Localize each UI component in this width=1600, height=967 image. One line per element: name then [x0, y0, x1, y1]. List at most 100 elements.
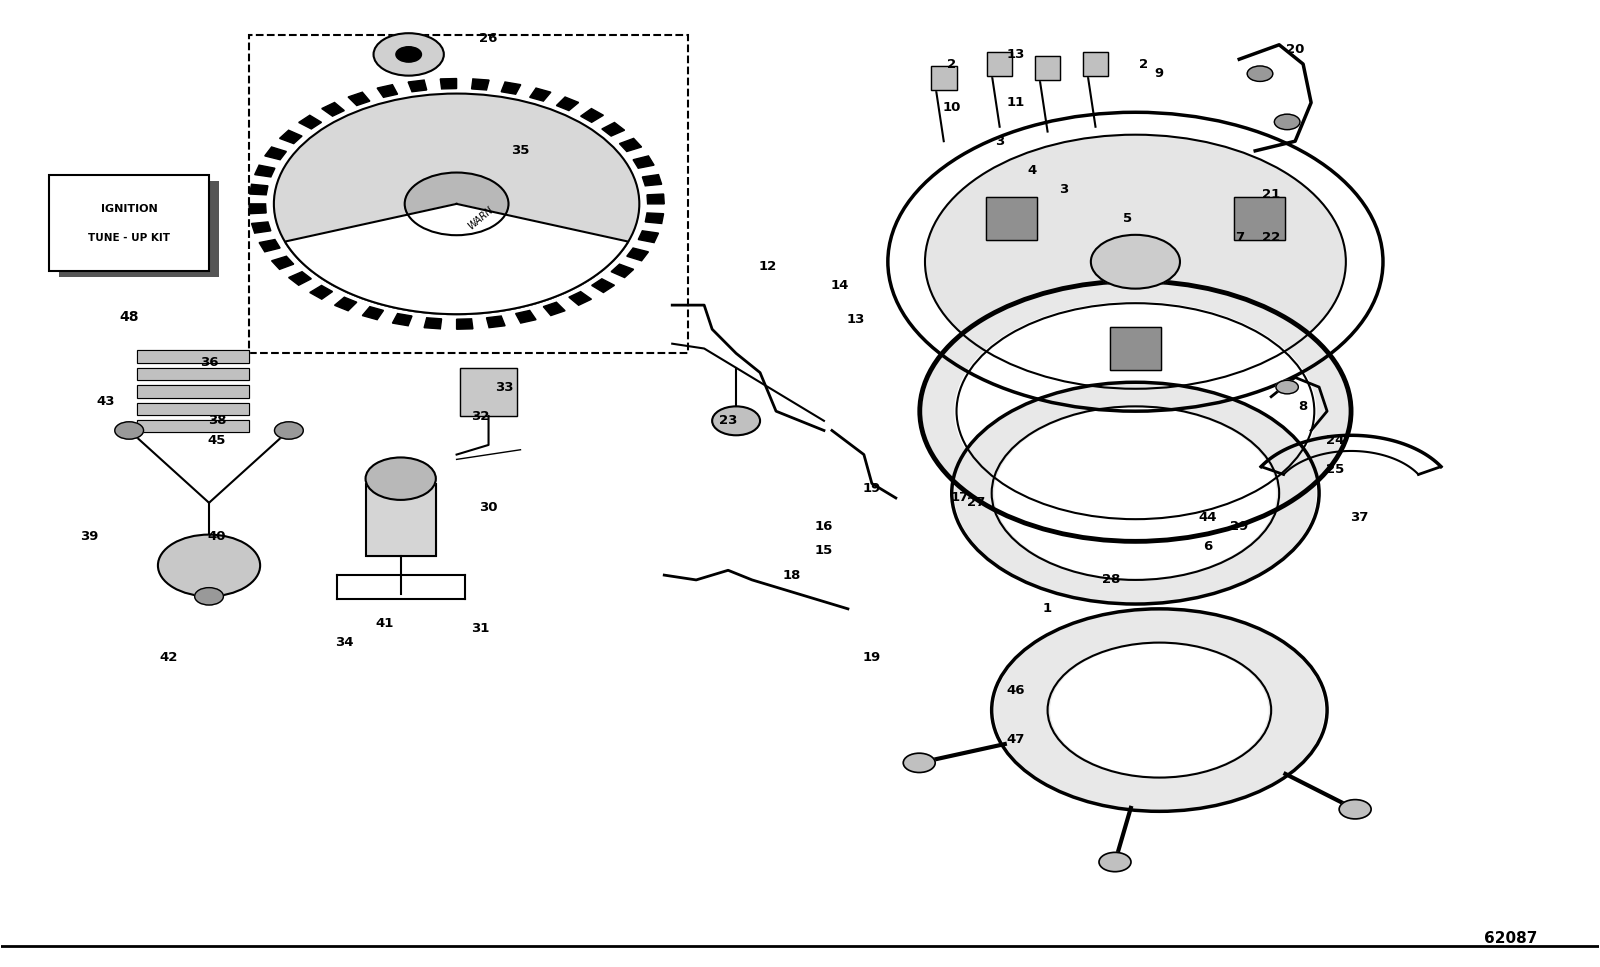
Circle shape: [925, 134, 1346, 389]
Polygon shape: [638, 231, 659, 243]
Text: 32: 32: [472, 409, 490, 423]
Text: 20: 20: [1286, 44, 1304, 56]
Text: 1: 1: [1043, 602, 1053, 615]
Circle shape: [1099, 852, 1131, 871]
Text: 45: 45: [208, 433, 226, 447]
Polygon shape: [392, 313, 413, 326]
Polygon shape: [264, 147, 286, 160]
Text: 13: 13: [846, 313, 866, 326]
Text: 35: 35: [512, 144, 530, 158]
Text: 44: 44: [1198, 511, 1216, 524]
Text: 30: 30: [480, 501, 498, 514]
Text: 31: 31: [472, 622, 490, 634]
Text: 42: 42: [160, 651, 178, 663]
Polygon shape: [424, 318, 442, 329]
Polygon shape: [515, 310, 536, 323]
Circle shape: [395, 46, 421, 62]
Text: IGNITION: IGNITION: [101, 204, 157, 214]
Polygon shape: [251, 221, 270, 233]
Bar: [1110, 327, 1162, 369]
Polygon shape: [627, 248, 648, 261]
Text: 5: 5: [1123, 212, 1131, 225]
Text: 24: 24: [1326, 433, 1344, 447]
Polygon shape: [602, 123, 624, 136]
FancyBboxPatch shape: [59, 181, 219, 278]
Text: 2: 2: [1139, 58, 1147, 71]
Circle shape: [995, 408, 1275, 578]
Polygon shape: [581, 108, 603, 123]
Bar: [1083, 51, 1109, 75]
Bar: [987, 51, 1013, 75]
Text: 2: 2: [947, 58, 957, 71]
Bar: [138, 385, 250, 397]
FancyBboxPatch shape: [50, 175, 210, 272]
Text: 10: 10: [942, 101, 962, 114]
Bar: [138, 367, 250, 380]
Circle shape: [923, 283, 1347, 540]
Polygon shape: [501, 82, 520, 94]
Polygon shape: [310, 285, 333, 299]
Circle shape: [955, 303, 1315, 520]
Bar: [138, 350, 250, 363]
Polygon shape: [408, 80, 427, 92]
Bar: [1035, 56, 1061, 80]
Bar: [459, 367, 517, 416]
Circle shape: [1051, 645, 1267, 776]
Polygon shape: [619, 138, 642, 152]
Polygon shape: [259, 240, 280, 251]
Circle shape: [365, 457, 435, 500]
Bar: [1234, 197, 1285, 240]
Bar: [1083, 51, 1109, 75]
Circle shape: [1091, 235, 1179, 288]
Polygon shape: [254, 165, 275, 177]
Polygon shape: [440, 78, 456, 89]
Text: 16: 16: [814, 520, 834, 534]
Text: 21: 21: [1262, 188, 1280, 201]
Polygon shape: [272, 256, 294, 270]
Text: 46: 46: [1006, 685, 1026, 697]
Text: 39: 39: [80, 530, 99, 543]
Bar: [987, 51, 1013, 75]
Text: 12: 12: [758, 260, 778, 273]
Text: 37: 37: [1350, 511, 1368, 524]
Circle shape: [274, 94, 640, 314]
Circle shape: [955, 384, 1315, 602]
Text: 33: 33: [496, 381, 514, 394]
Polygon shape: [349, 92, 370, 105]
Text: 48: 48: [120, 310, 139, 324]
Polygon shape: [250, 185, 267, 194]
Text: 43: 43: [96, 396, 115, 408]
Text: 19: 19: [862, 482, 882, 495]
Text: 15: 15: [814, 544, 834, 558]
Circle shape: [1339, 800, 1371, 819]
Polygon shape: [456, 319, 474, 329]
Circle shape: [904, 753, 936, 773]
Text: 14: 14: [830, 279, 850, 292]
Polygon shape: [634, 156, 654, 168]
Text: 18: 18: [782, 569, 802, 581]
Bar: [931, 66, 957, 90]
Polygon shape: [557, 97, 579, 110]
Circle shape: [712, 406, 760, 435]
Bar: [459, 367, 517, 416]
Text: 17: 17: [950, 491, 970, 505]
Bar: [986, 197, 1037, 240]
Bar: [250, 35, 688, 353]
Text: 4: 4: [1027, 163, 1037, 177]
Text: TUNE - UP KIT: TUNE - UP KIT: [88, 233, 170, 243]
Text: 38: 38: [208, 414, 226, 427]
Circle shape: [1275, 380, 1298, 394]
Polygon shape: [530, 88, 550, 102]
Text: 25: 25: [1326, 462, 1344, 476]
Polygon shape: [250, 204, 266, 214]
Circle shape: [275, 422, 304, 439]
Bar: [138, 367, 250, 380]
Circle shape: [1248, 66, 1272, 81]
Text: 8: 8: [1299, 400, 1307, 413]
Text: 23: 23: [718, 414, 738, 427]
Circle shape: [995, 611, 1323, 809]
Text: 47: 47: [1006, 733, 1026, 746]
Circle shape: [405, 172, 509, 235]
Polygon shape: [472, 79, 490, 90]
Bar: [365, 484, 435, 556]
